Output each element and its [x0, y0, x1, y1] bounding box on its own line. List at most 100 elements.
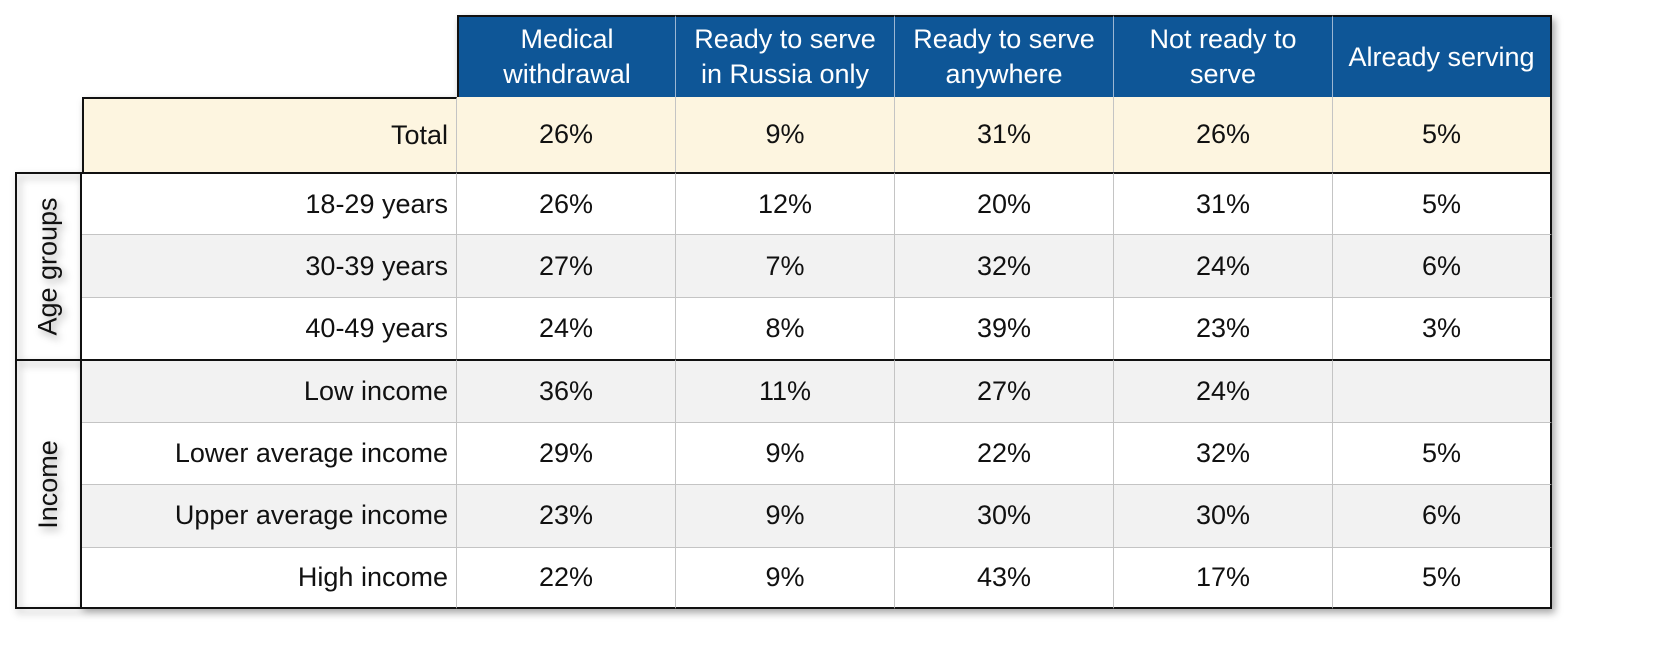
value-cell: 31%: [895, 97, 1114, 172]
cell-text: 29%: [538, 437, 594, 468]
cell-text: 23%: [538, 500, 594, 531]
cell-text: 31%: [1195, 188, 1251, 219]
value-cell: 24%: [1114, 359, 1333, 422]
cell-text: 27%: [976, 375, 1032, 406]
value-cell: 22%: [457, 546, 676, 609]
value-cell: 36%: [457, 359, 676, 422]
value-cell: 6%: [1333, 234, 1552, 297]
cell-text: 5%: [1421, 188, 1462, 219]
cell-text: 32%: [976, 250, 1032, 281]
cell-text: 5%: [1421, 561, 1462, 592]
cell-text: 17%: [1195, 561, 1251, 592]
value-cell: 3%: [1333, 296, 1552, 360]
cell-text: 18-29 years: [305, 188, 448, 219]
value-cell: 7%: [676, 234, 895, 297]
value-cell: 26%: [457, 97, 676, 172]
cell-text: Age groups: [33, 197, 64, 336]
value-cell: 30%: [895, 484, 1114, 547]
value-cell: 5%: [1333, 546, 1552, 609]
value-cell: 12%: [676, 172, 895, 235]
cell-text: Already serving: [1348, 41, 1535, 72]
cell-text: 24%: [1195, 250, 1251, 281]
cell-text: 26%: [538, 119, 594, 149]
value-cell: [1333, 359, 1552, 422]
value-cell: 24%: [1114, 234, 1333, 297]
value-cell: 8%: [676, 296, 895, 360]
value-cell: 11%: [676, 359, 895, 422]
value-cell: 20%: [895, 172, 1114, 235]
cell-text: 30%: [976, 500, 1032, 531]
column-header: Ready to serve in Russia only: [676, 15, 895, 97]
cell-text: 6%: [1421, 500, 1462, 531]
column-header: Medical withdrawal: [457, 15, 676, 97]
group-label: Income: [15, 359, 82, 609]
cell-text: 22%: [976, 437, 1032, 468]
row-label: 40-49 years: [82, 296, 457, 360]
value-cell: 9%: [676, 97, 895, 172]
cell-text: 8%: [765, 313, 805, 344]
cell-text: 32%: [1195, 437, 1251, 468]
cell-text: Lower average income: [174, 437, 448, 468]
cell-text: 3%: [1421, 313, 1462, 344]
cell-text: 5%: [1421, 119, 1462, 149]
cell-text: Upper average income: [174, 500, 448, 531]
cell-text: 36%: [538, 375, 594, 406]
value-cell: 24%: [457, 296, 676, 360]
value-cell: 22%: [895, 421, 1114, 485]
cell-text: 24%: [538, 313, 594, 344]
value-cell: 26%: [457, 172, 676, 235]
cell-text: 22%: [538, 561, 594, 592]
value-cell: 30%: [1114, 484, 1333, 547]
cell-text: Ready to serve anywhere: [913, 24, 1095, 89]
value-cell: 43%: [895, 546, 1114, 609]
value-cell: 32%: [1114, 421, 1333, 485]
cell-text: 20%: [976, 188, 1032, 219]
cell-text: 9%: [765, 500, 805, 531]
cell-text: 30-39 years: [305, 250, 448, 281]
row-label: High income: [82, 546, 457, 609]
row-label: Lower average income: [82, 421, 457, 485]
cell-text: 40-49 years: [305, 313, 448, 344]
value-cell: 26%: [1114, 97, 1333, 172]
cell-text: 30%: [1195, 500, 1251, 531]
value-cell: 9%: [676, 421, 895, 485]
cell-text: 12%: [757, 188, 813, 219]
value-cell: 6%: [1333, 484, 1552, 547]
value-cell: 5%: [1333, 97, 1552, 172]
column-header: Not ready to serve: [1114, 15, 1333, 97]
row-label: Low income: [82, 359, 457, 422]
group-label: Age groups: [15, 172, 82, 360]
value-cell: 23%: [1114, 296, 1333, 360]
cell-text: 9%: [765, 119, 805, 149]
cell-text: 23%: [1195, 313, 1251, 344]
cell-text: 9%: [765, 561, 805, 592]
cell-text: Ready to serve in Russia only: [694, 24, 876, 89]
cell-text: Not ready to serve: [1149, 24, 1297, 89]
row-label: 30-39 years: [82, 234, 457, 297]
cell-text: 9%: [765, 437, 805, 468]
cell-text: 7%: [765, 250, 805, 281]
cell-text: Income: [33, 439, 64, 529]
cell-text: 27%: [538, 250, 594, 281]
value-cell: 29%: [457, 421, 676, 485]
cell-text: High income: [297, 561, 448, 592]
value-cell: 32%: [895, 234, 1114, 297]
cell-text: 6%: [1421, 250, 1462, 281]
row-label: 18-29 years: [82, 172, 457, 235]
value-cell: 31%: [1114, 172, 1333, 235]
cell-text: 11%: [758, 375, 812, 406]
value-cell: 27%: [457, 234, 676, 297]
value-cell: 17%: [1114, 546, 1333, 609]
value-cell: 9%: [676, 546, 895, 609]
value-cell: 5%: [1333, 172, 1552, 235]
cell-text: Medical withdrawal: [503, 24, 631, 89]
row-label: Upper average income: [82, 484, 457, 547]
cell-text: 5%: [1421, 437, 1462, 468]
cell-text: Low income: [303, 375, 448, 406]
cell-text: 26%: [538, 188, 594, 219]
cell-text: 43%: [976, 561, 1032, 592]
row-label: Total: [82, 97, 457, 172]
column-header: Already serving: [1333, 15, 1552, 97]
